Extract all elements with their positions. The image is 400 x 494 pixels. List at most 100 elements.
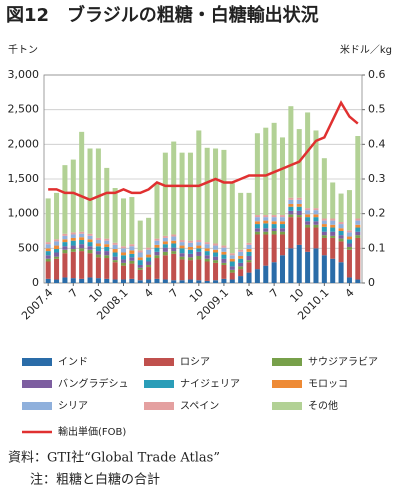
bar-segment (254, 269, 260, 283)
legend-label: その他 (308, 399, 338, 412)
bar-segment (221, 247, 227, 252)
bar-segment (204, 261, 210, 281)
bar-segment (229, 183, 235, 254)
bar-segment (54, 258, 60, 280)
bar-segment (79, 240, 85, 245)
bar-segment (179, 245, 185, 249)
bar-segment (45, 258, 51, 262)
x-tick-label: 10 (87, 286, 106, 305)
bar-segment (120, 246, 127, 249)
bar-segment (238, 192, 244, 250)
bar-segment (129, 250, 135, 254)
bar-segment (162, 235, 168, 238)
bar-segment (229, 255, 235, 259)
bar-segment (346, 239, 352, 244)
bar-segment (338, 235, 344, 239)
bar-segment (288, 197, 294, 200)
bar-segment (338, 224, 344, 229)
bar-segment (104, 238, 110, 241)
bar-segment (70, 249, 76, 252)
bar-segment (338, 228, 344, 231)
bar-segment (120, 279, 127, 283)
bar-segment (229, 272, 235, 280)
bar-segment (288, 248, 294, 283)
bar-segment (87, 148, 93, 234)
bar-segment (95, 243, 101, 247)
bar-segment (179, 240, 185, 243)
bar-segment (62, 249, 68, 254)
bar-segment (112, 256, 118, 261)
bar-segment (213, 280, 219, 283)
legend-swatch (144, 358, 174, 366)
bar-segment (95, 246, 101, 252)
bar-segment (187, 260, 193, 280)
bar-segment (279, 231, 286, 235)
bar-segment (263, 220, 269, 224)
bar-segment (179, 248, 185, 254)
bar-segment (187, 279, 193, 283)
bar-segment (154, 258, 160, 279)
y-tick-label: 2,500 (8, 103, 40, 116)
bar-segment (171, 243, 177, 248)
bar-segment (330, 182, 336, 219)
bar-segment (246, 249, 252, 252)
legend-label: 輸出単価(FOB) (58, 425, 126, 438)
bar-segment (104, 255, 110, 259)
bar-segment (305, 214, 311, 218)
bar-segment (120, 198, 127, 247)
bar-segment (355, 220, 361, 225)
bar-segment (95, 240, 101, 244)
y-tick-label: 0 (32, 276, 39, 289)
bar-segment (254, 231, 260, 235)
bar-segment (229, 266, 235, 270)
x-tick-label: 4 (242, 286, 256, 300)
bar-segment (213, 245, 219, 250)
bar-segment (254, 224, 260, 229)
bar-segment (95, 251, 101, 255)
bar-segment (271, 224, 277, 229)
bar-segment (162, 247, 168, 252)
bar-segment (146, 267, 152, 280)
bar-segment (296, 197, 302, 200)
legend-label: シリア (58, 401, 88, 412)
bar-segment (87, 239, 93, 243)
bar-segment (279, 217, 286, 222)
bar-segment (313, 217, 319, 222)
bar-segment (162, 255, 168, 280)
bar-segment (187, 242, 193, 247)
bar-segment (79, 233, 85, 238)
bar-segment (146, 217, 152, 248)
bar-segment (179, 253, 185, 257)
legend-label: バングラデシュ (58, 377, 129, 390)
bar-segment (54, 239, 60, 242)
bar-segment (62, 246, 68, 250)
bar-segment (346, 236, 352, 240)
bar-segment (204, 280, 210, 283)
bar-segment (112, 279, 118, 283)
y2-tick-label: 0.3 (368, 172, 386, 185)
legend-label: インド (58, 357, 88, 368)
bar-segment (154, 240, 160, 245)
bar-segment (104, 244, 110, 247)
x-tick-label: 2007.4 (19, 286, 55, 322)
bar-segment (296, 206, 302, 211)
bar-segment (146, 264, 152, 268)
bar-segment (112, 262, 118, 280)
bar-segment (330, 218, 336, 221)
bar-segment (154, 244, 160, 248)
bar-segment (162, 241, 168, 245)
legend-swatch (272, 358, 302, 366)
legend-swatch (144, 402, 174, 410)
bar-segment (87, 242, 93, 247)
bar-segment (279, 234, 286, 256)
bar-segment (62, 235, 68, 240)
bar-segment (330, 237, 336, 259)
bar-segment (238, 258, 244, 263)
bar-segment (238, 249, 244, 252)
bar-segment (213, 262, 219, 281)
bar-segment (112, 244, 118, 250)
bar-segment (171, 280, 177, 283)
bar-segment (321, 158, 327, 219)
bar-segment (271, 122, 277, 216)
